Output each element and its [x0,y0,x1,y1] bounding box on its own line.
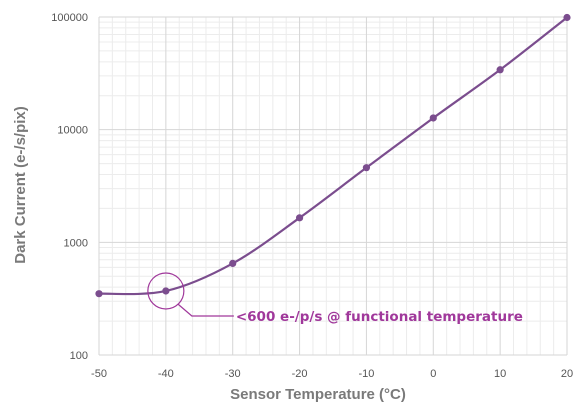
x-tick-label: 10 [494,368,506,380]
data-point [362,164,371,172]
series-line [98,16,568,296]
x-tick-label: -50 [91,368,107,380]
x-tick-label: -20 [292,368,308,380]
y-tick-label: 100 [70,350,88,362]
y-tick-labels: 100 1000 10000 100000 [51,12,88,362]
annotation-leader-line [177,303,234,317]
y-tick-label: 1000 [64,237,88,249]
x-tick-label: -30 [225,368,241,380]
data-point [95,290,103,298]
annotation-label: <600 e-/p/s @ functional temperature [236,309,523,325]
y-tick-label: 100000 [51,12,88,24]
x-tick-label: -10 [358,368,374,380]
data-point [295,214,304,222]
x-tick-label: -40 [158,368,174,380]
data-point [429,114,437,122]
series-group [95,13,571,298]
data-point [162,287,170,295]
annotation-group: <600 e-/p/s @ functional temperature [147,272,523,325]
y-tick-label: 10000 [57,125,88,137]
x-tick-labels: -50 -40 -30 -20 -10 0 10 20 [91,368,573,380]
data-point [496,66,504,74]
grid [98,16,568,356]
data-point [229,259,237,268]
annotation-circle [147,272,185,310]
x-tick-label: 20 [561,368,573,380]
x-tick-label: 0 [430,368,436,380]
x-axis-title: Sensor Temperature (°C) [230,386,406,403]
data-point [563,13,571,22]
y-axis-title: Dark Current (e-/s/pix) [12,106,29,264]
